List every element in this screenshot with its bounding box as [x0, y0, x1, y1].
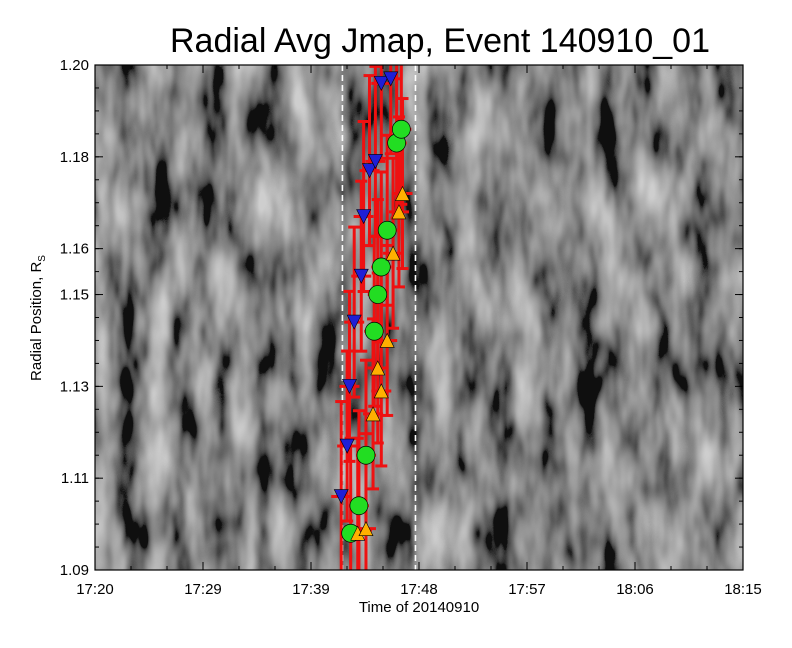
y-axis: 1.09 1.11 1.13 1.15 1.16 1.18 1.20 [60, 57, 743, 579]
down-triangle-marker [367, 154, 383, 170]
y-tick-label: 1.09 [60, 562, 89, 579]
down-triangle-marker [362, 163, 378, 179]
heatmap-image [95, 65, 743, 570]
up-triangle-marker [370, 360, 386, 376]
down-triangle-marker [339, 438, 355, 454]
up-triangle-marker [379, 332, 395, 348]
x-tick-label: 18:06 [616, 581, 654, 598]
circle-marker [368, 285, 388, 304]
chart-title: Radial Avg Jmap, Event 140910_01 [170, 22, 710, 60]
x-tick-label: 18:15 [724, 581, 762, 598]
circle-marker [371, 257, 391, 277]
circle-marker [364, 321, 384, 341]
x-tick-label: 17:29 [184, 581, 222, 598]
circle-marker [391, 119, 411, 139]
x-axis: 17:20 17:29 17:39 17:48 17:57 18:06 18:15 [76, 65, 762, 598]
circle-marker [349, 496, 369, 516]
up-triangle-marker [358, 521, 374, 536]
y-axis-label-sub: S [37, 255, 48, 262]
x-tick-label: 17:20 [76, 581, 114, 598]
circle-marker [377, 220, 397, 240]
y-axis-label: Radial Position, RS [28, 255, 48, 381]
x-axis-label: Time of 20140910 [359, 599, 479, 616]
up-triangle-marker [373, 383, 389, 399]
y-tick-label: 1.11 [61, 470, 89, 487]
data-markers [333, 71, 411, 543]
y-tick-label: 1.20 [60, 57, 89, 74]
down-triangle-marker [353, 268, 369, 284]
down-triangle-marker [383, 71, 399, 87]
y-tick-label: 1.18 [60, 149, 89, 166]
up-triangle-marker [385, 245, 401, 261]
down-triangle-marker [346, 314, 362, 330]
down-triangle-marker [373, 76, 389, 92]
y-tick-label: 1.15 [60, 287, 89, 304]
down-triangle-marker [356, 209, 372, 225]
x-tick-label: 17:57 [508, 581, 546, 598]
x-tick-label: 17:39 [292, 581, 330, 598]
up-triangle-marker [365, 406, 381, 422]
down-triangle-marker [342, 379, 357, 395]
y-tick-label: 1.16 [60, 241, 89, 258]
up-triangle-marker [395, 185, 410, 201]
x-tick-label: 17:48 [400, 581, 438, 598]
circle-marker [356, 445, 376, 465]
down-triangle-marker [333, 489, 349, 505]
y-axis-label-main: Radial Position, R [28, 262, 45, 381]
y-tick-label: 1.13 [60, 378, 89, 395]
up-triangle-marker [391, 204, 407, 220]
